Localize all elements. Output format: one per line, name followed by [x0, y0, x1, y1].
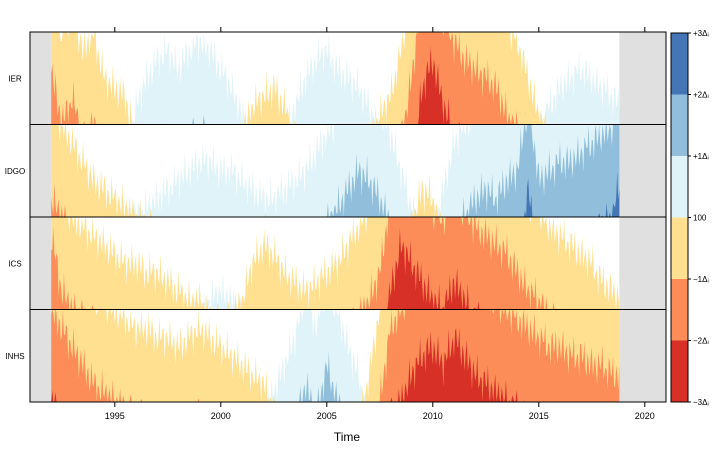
series-label-ier: IER — [8, 74, 22, 83]
panel-idgo: IDGO — [5, 124, 667, 218]
legend-label: −3Δᵢ — [693, 398, 709, 407]
legend-swatch — [671, 94, 688, 156]
legend-swatch — [671, 279, 688, 341]
legend-swatch — [671, 217, 688, 279]
na-region-left — [30, 32, 52, 125]
x-tick-label: 2020 — [635, 411, 655, 421]
na-region-right — [619, 32, 666, 125]
horizon-bands — [51, 309, 620, 402]
legend-swatch — [671, 340, 688, 402]
na-region-right — [619, 124, 666, 217]
horizon-bands — [51, 32, 620, 125]
x-tick-label: 2015 — [529, 411, 549, 421]
ier-negative-band-2 — [51, 32, 620, 125]
legend: +3Δᵢ +2Δᵢ +1Δᵢ 100 −1Δᵢ −2Δᵢ −3Δᵢ — [670, 29, 709, 407]
panel-ier: IER — [8, 31, 667, 125]
na-region-right — [619, 217, 666, 310]
inhs-positive-band-1 — [51, 309, 620, 402]
series-label-ics: ICS — [8, 259, 21, 268]
series-label-idgo: IDGO — [5, 167, 25, 176]
panel-inhs: INHS — [5, 309, 667, 403]
legend-label: −2Δᵢ — [693, 337, 709, 346]
legend-label: +1Δᵢ — [693, 152, 709, 161]
ier-positive-band-2 — [51, 115, 620, 125]
chart-panels: IER IDGO ICS INHS — [5, 31, 667, 403]
x-axis: 1995 2000 2005 2010 2015 2020 — [105, 27, 655, 421]
legend-swatch — [671, 33, 688, 95]
legend-label: +2Δᵢ — [693, 91, 709, 100]
ics-negative-band-1 — [51, 217, 620, 310]
na-region-left — [30, 124, 52, 217]
x-tick-label: 2000 — [211, 411, 231, 421]
inhs-negative-band-3 — [51, 327, 620, 402]
na-region-right — [619, 309, 666, 402]
x-tick-label: 2005 — [317, 411, 337, 421]
horizon-bands — [51, 124, 620, 217]
panel-ics: ICS — [8, 216, 667, 310]
x-tick-label: 2010 — [423, 411, 443, 421]
idgo-negative-band-1 — [51, 124, 620, 217]
na-region-left — [30, 309, 52, 402]
na-region-left — [30, 217, 52, 310]
ier-positive-band-1 — [51, 32, 620, 125]
panel-border — [29, 309, 667, 403]
legend-swatch — [671, 156, 688, 218]
x-tick-label: 1995 — [105, 411, 125, 421]
idgo-positive-band-2 — [51, 124, 620, 217]
x-axis-title: Time — [334, 430, 361, 444]
legend-label: −1Δᵢ — [693, 275, 709, 284]
horizon-bands — [51, 217, 620, 310]
legend-label: 100 — [693, 214, 707, 223]
legend-label: +3Δᵢ — [693, 29, 709, 38]
series-label-inhs: INHS — [5, 352, 24, 361]
ics-negative-band-2 — [51, 217, 620, 310]
